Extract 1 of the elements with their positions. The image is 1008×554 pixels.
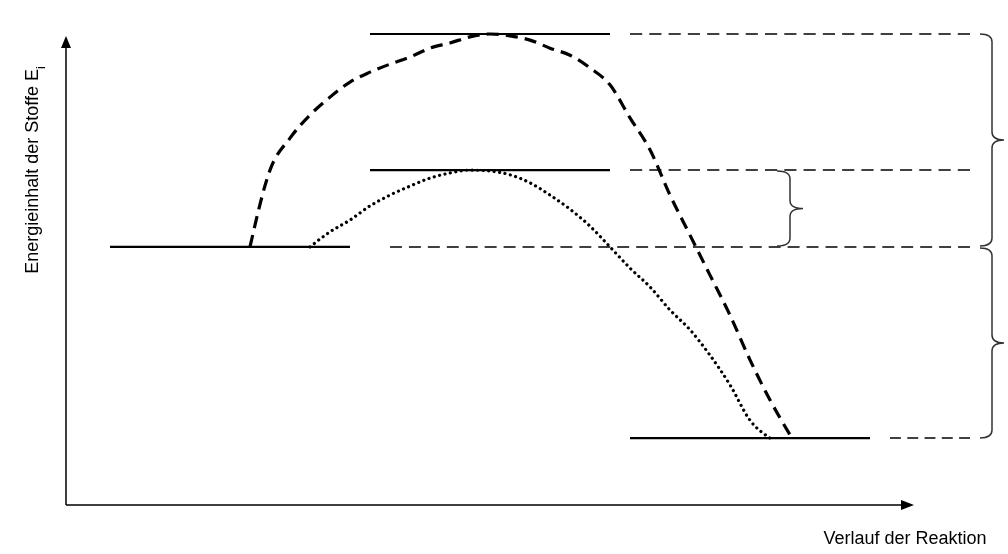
x-axis-title: Verlauf der Reaktion: [823, 528, 987, 548]
